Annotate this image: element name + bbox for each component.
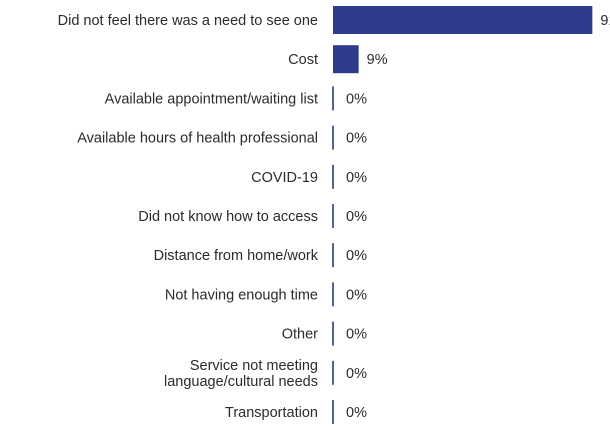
category-label: COVID-19 <box>251 170 318 186</box>
zero-bar-marker <box>332 86 334 111</box>
value-label: 0% <box>346 131 367 147</box>
category-label: Available hours of health professional <box>77 131 318 147</box>
zero-bar-marker <box>332 400 334 424</box>
value-label: 0% <box>346 287 367 303</box>
value-label: 0% <box>346 170 367 186</box>
category-label: Transportation <box>225 405 318 421</box>
category-label: Service not meeting language/cultural nee… <box>164 358 318 390</box>
zero-bar-marker <box>332 243 334 268</box>
category-label: Available appointment/waiting list <box>105 91 318 107</box>
value-label: 91% <box>600 13 610 29</box>
category-label: Not having enough time <box>165 287 318 303</box>
value-label: 0% <box>346 248 367 264</box>
value-label: 0% <box>346 366 367 382</box>
category-label: Cost <box>288 52 318 68</box>
value-label: 0% <box>346 91 367 107</box>
zero-bar-marker <box>332 360 334 385</box>
zero-bar-marker <box>332 204 334 228</box>
bar <box>333 6 593 34</box>
category-label: Distance from home/work <box>154 248 319 264</box>
value-label: 0% <box>346 327 367 343</box>
zero-bar-marker <box>332 164 334 189</box>
category-label: Other <box>282 327 318 343</box>
value-label: 0% <box>346 405 367 421</box>
zero-bar-marker <box>332 125 334 150</box>
bar <box>333 45 359 74</box>
value-label: 9% <box>367 52 388 68</box>
value-label: 0% <box>346 209 367 225</box>
category-label: Did not feel there was a need to see one <box>58 13 318 29</box>
zero-bar-marker <box>332 282 334 307</box>
zero-bar-marker <box>332 321 334 346</box>
category-label: Did not know how to access <box>138 209 318 225</box>
